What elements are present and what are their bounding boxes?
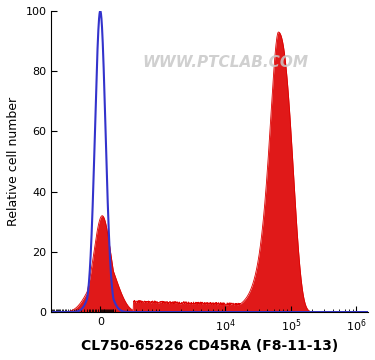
Text: WWW.PTCLAB.COM: WWW.PTCLAB.COM — [142, 55, 309, 69]
X-axis label: CL750-65226 CD45RA (F8-11-13): CL750-65226 CD45RA (F8-11-13) — [81, 339, 338, 353]
Y-axis label: Relative cell number: Relative cell number — [7, 97, 20, 226]
